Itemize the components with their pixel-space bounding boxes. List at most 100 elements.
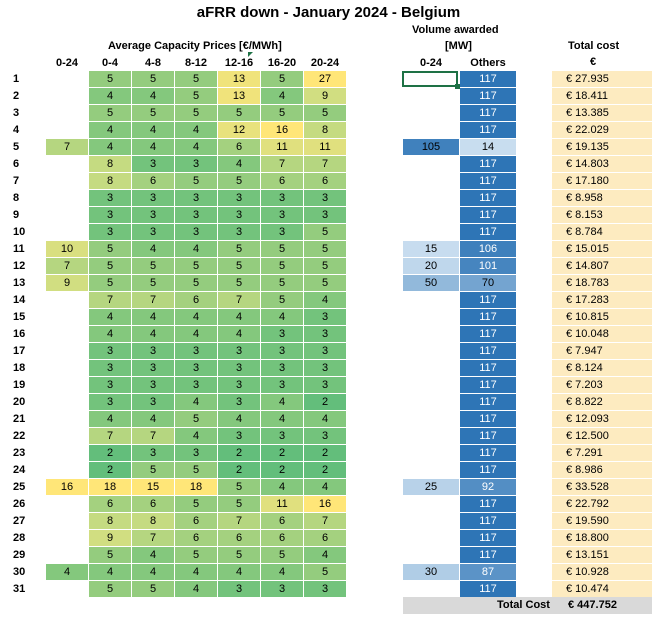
price-cell[interactable]: 3 <box>261 190 303 206</box>
volume-others-cell[interactable]: 117 <box>460 190 516 206</box>
price-cell[interactable]: 3 <box>175 343 217 359</box>
total-cost-cell[interactable]: € 18.783 <box>552 275 652 291</box>
price-cell[interactable]: 5 <box>89 547 131 563</box>
price-cell[interactable]: 5 <box>261 258 303 274</box>
price-cell[interactable]: 3 <box>218 394 260 410</box>
total-cost-cell[interactable]: € 8.784 <box>552 224 652 240</box>
volume-others-cell[interactable]: 117 <box>460 122 516 138</box>
volume-others-cell[interactable]: 106 <box>460 241 516 257</box>
total-cost-cell[interactable]: € 14.803 <box>552 156 652 172</box>
price-cell[interactable]: 4 <box>261 479 303 495</box>
total-cost-cell[interactable]: € 7.203 <box>552 377 652 393</box>
total-cost-cell[interactable]: € 10.474 <box>552 581 652 597</box>
price-cell[interactable]: 3 <box>261 224 303 240</box>
price-cell[interactable]: 4 <box>175 309 217 325</box>
selected-cell-outline[interactable] <box>402 71 458 87</box>
price-cell[interactable]: 3 <box>304 377 346 393</box>
total-cost-cell[interactable]: € 19.590 <box>552 513 652 529</box>
total-cost-cell[interactable]: € 12.093 <box>552 411 652 427</box>
price-cell[interactable]: 4 <box>175 241 217 257</box>
price-cell[interactable]: 4 <box>175 139 217 155</box>
volume-others-cell[interactable]: 87 <box>460 564 516 580</box>
price-cell[interactable]: 4 <box>89 411 131 427</box>
price-cell[interactable]: 11 <box>261 139 303 155</box>
price-cell[interactable]: 16 <box>304 496 346 512</box>
volume-others-cell[interactable]: 117 <box>460 377 516 393</box>
price-cell[interactable]: 6 <box>261 513 303 529</box>
price-cell[interactable]: 3 <box>175 207 217 223</box>
price-cell[interactable]: 6 <box>89 496 131 512</box>
price-cell[interactable]: 3 <box>304 343 346 359</box>
price-cell[interactable]: 5 <box>261 547 303 563</box>
price-cell[interactable]: 3 <box>261 207 303 223</box>
price-cell[interactable]: 5 <box>261 71 303 87</box>
price-cell[interactable]: 18 <box>89 479 131 495</box>
volume-others-cell[interactable]: 117 <box>460 394 516 410</box>
price-cell[interactable]: 4 <box>132 564 174 580</box>
price-cell[interactable]: 5 <box>89 105 131 121</box>
total-cost-cell[interactable]: € 17.283 <box>552 292 652 308</box>
total-cost-cell[interactable]: € 15.015 <box>552 241 652 257</box>
volume-others-cell[interactable]: 117 <box>460 326 516 342</box>
volume-0-24-cell[interactable]: 25 <box>403 479 459 495</box>
price-cell[interactable]: 5 <box>218 547 260 563</box>
price-cell[interactable]: 5 <box>218 479 260 495</box>
volume-others-cell[interactable]: 117 <box>460 207 516 223</box>
price-cell[interactable]: 5 <box>304 564 346 580</box>
price-cell[interactable]: 4 <box>304 292 346 308</box>
price-cell[interactable]: 4 <box>132 241 174 257</box>
price-cell[interactable]: 4 <box>132 309 174 325</box>
price-cell[interactable]: 5 <box>175 258 217 274</box>
price-cell[interactable]: 3 <box>261 360 303 376</box>
price-cell[interactable]: 4 <box>261 411 303 427</box>
price-cell[interactable]: 2 <box>304 445 346 461</box>
price-cell[interactable]: 3 <box>261 581 303 597</box>
fill-handle[interactable] <box>455 84 460 89</box>
price-cell[interactable]: 5 <box>218 275 260 291</box>
price-cell[interactable]: 3 <box>261 377 303 393</box>
price-cell[interactable]: 7 <box>132 292 174 308</box>
price-cell[interactable]: 5 <box>304 275 346 291</box>
price-cell[interactable]: 3 <box>132 207 174 223</box>
price-cell[interactable]: 4 <box>304 547 346 563</box>
price-cell[interactable]: 4 <box>89 139 131 155</box>
price-cell[interactable]: 5 <box>218 105 260 121</box>
volume-0-24-cell[interactable]: 105 <box>403 139 459 155</box>
price-cell[interactable]: 3 <box>132 445 174 461</box>
price-cell[interactable]: 5 <box>261 241 303 257</box>
price-cell[interactable]: 3 <box>89 207 131 223</box>
price-cell[interactable]: 11 <box>304 139 346 155</box>
total-cost-cell[interactable]: € 10.928 <box>552 564 652 580</box>
price-cell[interactable]: 4 <box>132 326 174 342</box>
price-cell[interactable]: 13 <box>218 88 260 104</box>
price-cell[interactable]: 2 <box>261 445 303 461</box>
price-cell[interactable]: 4 <box>132 139 174 155</box>
total-cost-cell[interactable]: € 27.935 <box>552 71 652 87</box>
price-cell[interactable]: 4 <box>261 564 303 580</box>
price-cell[interactable]: 3 <box>89 190 131 206</box>
price-cell[interactable]: 5 <box>304 241 346 257</box>
price-cell[interactable]: 3 <box>89 394 131 410</box>
price-cell[interactable]: 3 <box>89 377 131 393</box>
price-cell[interactable]: 3 <box>132 360 174 376</box>
price-cell[interactable]: 4 <box>89 326 131 342</box>
price-cell[interactable]: 5 <box>132 258 174 274</box>
price-cell[interactable]: 4 <box>304 479 346 495</box>
total-cost-cell[interactable]: € 13.151 <box>552 547 652 563</box>
price-cell[interactable]: 5 <box>261 105 303 121</box>
price-cell[interactable]: 3 <box>218 428 260 444</box>
price-cell[interactable]: 2 <box>218 445 260 461</box>
price-cell[interactable]: 5 <box>175 411 217 427</box>
price-cell[interactable]: 4 <box>175 564 217 580</box>
volume-others-cell[interactable]: 117 <box>460 156 516 172</box>
price-cell[interactable]: 5 <box>175 496 217 512</box>
price-cell[interactable]: 6 <box>175 292 217 308</box>
price-cell[interactable]: 3 <box>218 360 260 376</box>
price-cell[interactable]: 3 <box>132 343 174 359</box>
price-cell[interactable]: 3 <box>304 581 346 597</box>
price-cell[interactable]: 3 <box>175 445 217 461</box>
price-cell[interactable]: 5 <box>175 275 217 291</box>
price-cell[interactable]: 27 <box>304 71 346 87</box>
price-cell[interactable]: 5 <box>132 275 174 291</box>
price-cell[interactable]: 3 <box>175 156 217 172</box>
